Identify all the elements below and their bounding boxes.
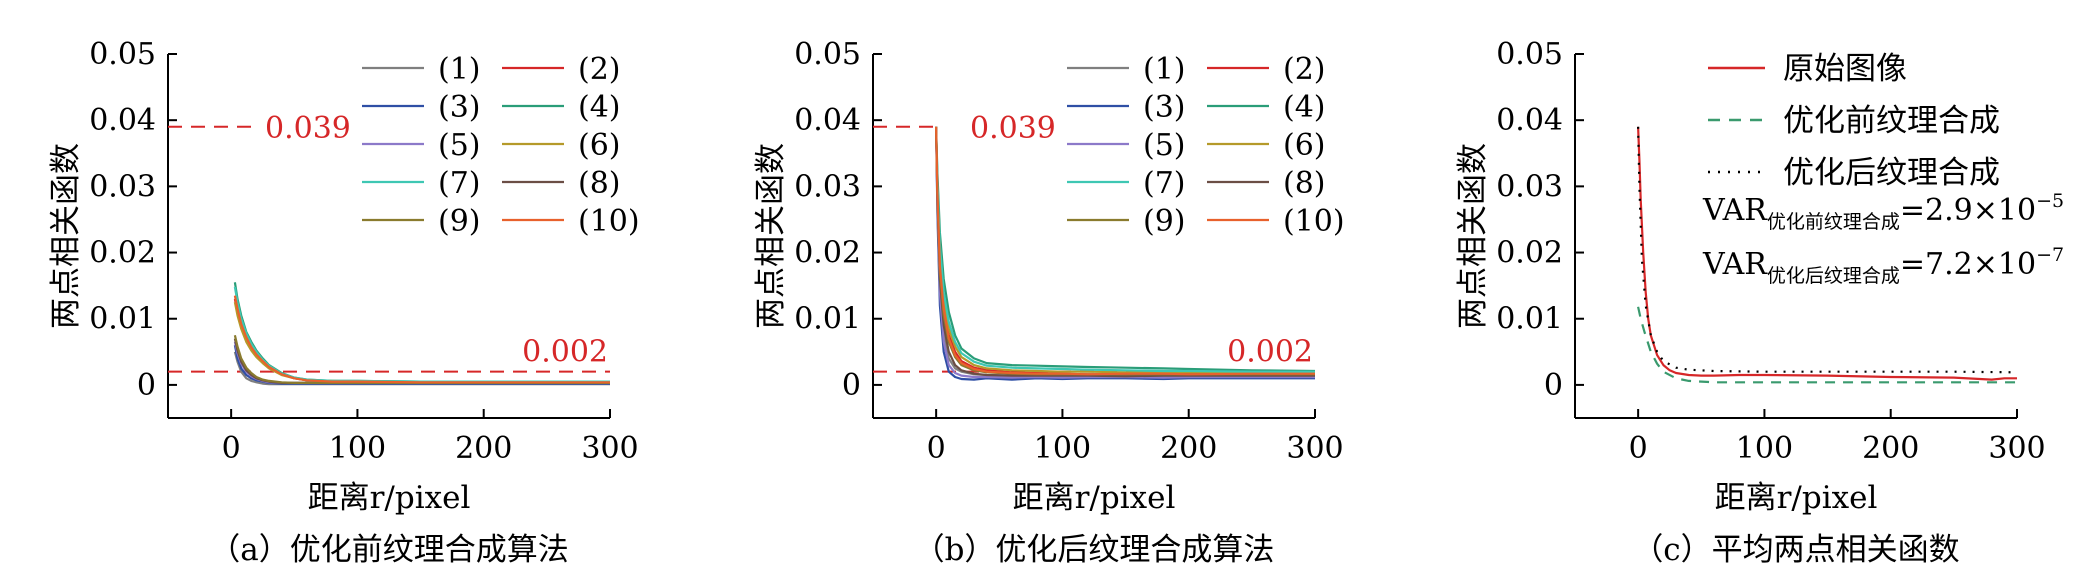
x-tick-label: 100 [1736, 431, 1793, 466]
legend-label: (10) [578, 204, 640, 239]
legend-label: (1) [438, 52, 481, 87]
variance-subscript: 优化前纹理合成 [1767, 211, 1900, 233]
y-tick-label: 0 [137, 368, 156, 403]
legend-label: (8) [1283, 166, 1326, 201]
x-tick-label: 300 [1988, 431, 2045, 466]
plot-area [935, 126, 1315, 381]
legend-label: (9) [1143, 204, 1186, 239]
panel-caption: （c）平均两点相关函数 [1632, 532, 1959, 568]
x-tick-label: 0 [927, 431, 946, 466]
y-axis-label: 两点相关函数 [753, 143, 789, 329]
variance-label: VAR [1702, 247, 1768, 282]
legend-label: (4) [1283, 90, 1326, 125]
legend-label: (2) [578, 52, 621, 87]
legend-label: (5) [1143, 128, 1186, 163]
legend-label: 优化前纹理合成 [1783, 103, 2000, 139]
y-tick-label: 0.01 [794, 302, 861, 337]
panel-caption: （b）优化后纹理合成算法 [914, 532, 1275, 568]
x-tick-label: 0 [222, 431, 241, 466]
variance-value: =2.9×10 [1900, 193, 2036, 228]
legend-label: (1) [1143, 52, 1186, 87]
series-line [1637, 126, 2017, 374]
legend-label: 优化后纹理合成 [1783, 155, 2000, 191]
variance-label: VAR [1702, 193, 1768, 228]
y-tick-label: 0.03 [1496, 169, 1563, 204]
variance-text: VAR优化后纹理合成=7.2×10−7 [1702, 244, 2064, 287]
x-tick-label: 300 [581, 431, 638, 466]
y-tick-label: 0.05 [89, 37, 156, 72]
panel-caption: （a）优化前纹理合成算法 [209, 532, 568, 568]
series-line [233, 295, 610, 384]
x-tick-label: 200 [1862, 431, 1919, 466]
variance-exponent: −7 [2036, 244, 2064, 266]
legend-label: (9) [438, 204, 481, 239]
series-line [1637, 126, 2017, 381]
y-tick-label: 0.04 [89, 103, 156, 138]
y-axis-label: 两点相关函数 [48, 143, 84, 329]
y-tick-label: 0.04 [1496, 103, 1563, 138]
reference-label: 0.002 [1227, 335, 1313, 370]
panel-b: 0 0.01 0.02 0.03 0.04 0.05 0 100 200 300 距离r/pixel… [753, 37, 1345, 568]
y-tick-label: 0 [842, 368, 861, 403]
x-tick-label: 200 [1160, 431, 1217, 466]
variance-exponent: −5 [2036, 190, 2064, 212]
y-tick-label: 0.05 [794, 37, 861, 72]
legend-label: 原始图像 [1783, 51, 1907, 87]
x-tick-label: 300 [1286, 431, 1343, 466]
legend-label: (10) [1283, 204, 1345, 239]
variance-text: VAR优化前纹理合成=2.9×10−5 [1702, 190, 2064, 233]
y-tick-label: 0.03 [794, 169, 861, 204]
x-tick-label: 100 [1034, 431, 1091, 466]
y-tick-label: 0 [1544, 368, 1563, 403]
y-tick-label: 0.03 [89, 169, 156, 204]
x-tick-label: 200 [455, 431, 512, 466]
series-line [1637, 306, 2017, 384]
legend-label: (2) [1283, 52, 1326, 87]
y-tick-label: 0.02 [1496, 236, 1563, 271]
reference-label: 0.039 [970, 111, 1056, 146]
legend-label: (6) [1283, 128, 1326, 163]
legend-label: (4) [578, 90, 621, 125]
y-tick-label: 0.01 [1496, 302, 1563, 337]
legend-label: (5) [438, 128, 481, 163]
legend-label: (6) [578, 128, 621, 163]
y-tick-label: 0.02 [89, 236, 156, 271]
y-tick-label: 0.04 [794, 103, 861, 138]
y-tick-label: 0.02 [794, 236, 861, 271]
x-axis-label: 距离r/pixel [1013, 480, 1176, 516]
plot-area [233, 282, 610, 386]
panel-c: 0 0.01 0.02 0.03 0.04 0.05 0 100 200 300 距离r/pixel… [1455, 37, 2064, 568]
reference-label: 0.002 [522, 335, 608, 370]
panel-a: 0 0.01 0.02 0.03 0.04 0.05 0 100 200 300 距离r/pixel… [48, 37, 640, 568]
y-axis-label: 两点相关函数 [1455, 143, 1491, 329]
legend-label: (3) [438, 90, 481, 125]
variance-subscript: 优化后纹理合成 [1767, 265, 1900, 287]
x-axis-label: 距离r/pixel [1715, 480, 1878, 516]
legend-label: (7) [1143, 166, 1186, 201]
y-tick-label: 0.05 [1496, 37, 1563, 72]
x-axis-label: 距离r/pixel [308, 480, 471, 516]
legend-label: (7) [438, 166, 481, 201]
legend-label: (3) [1143, 90, 1186, 125]
series-line [935, 126, 1315, 373]
variance-value: =7.2×10 [1900, 247, 2036, 282]
series-line [935, 126, 1315, 379]
y-tick-label: 0.01 [89, 302, 156, 337]
x-tick-label: 0 [1629, 431, 1648, 466]
reference-label: 0.039 [265, 111, 351, 146]
series-line [935, 126, 1315, 376]
plot-area [1637, 126, 2017, 384]
legend-label: (8) [578, 166, 621, 201]
x-tick-label: 100 [329, 431, 386, 466]
